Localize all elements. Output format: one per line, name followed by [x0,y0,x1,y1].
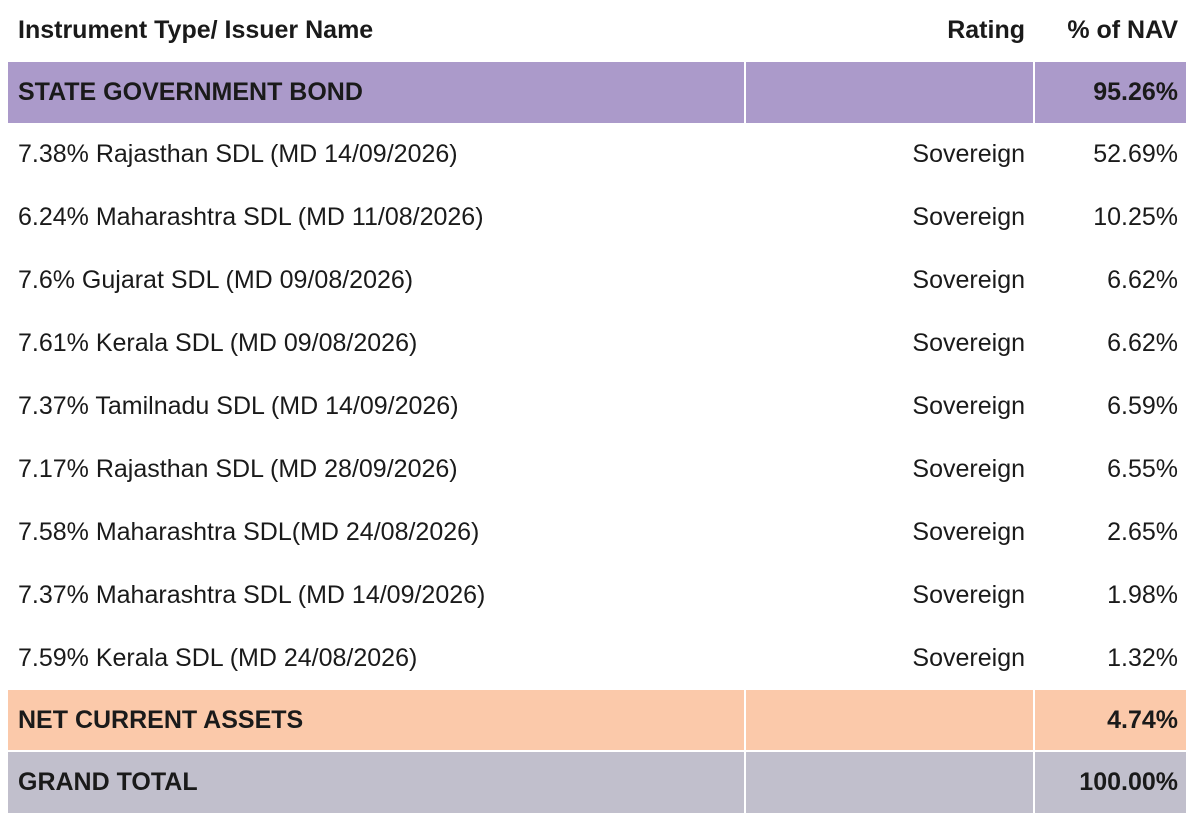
column-header-rating: Rating [947,15,1025,44]
instrument-name-cell: 7.37% Tamilnadu SDL (MD 14/09/2026) [18,392,459,420]
grand-total-nav-cell: 100.00% [1035,752,1186,813]
instrument-name-cell: 7.6% Gujarat SDL (MD 09/08/2026) [18,266,414,294]
table-row: 7.17% Rajasthan SDL (MD 28/09/2026) Sove… [8,438,1186,501]
instrument-name-cell: 7.38% Rajasthan SDL (MD 14/09/2026) [18,140,458,168]
net-current-assets-rating-cell [746,690,1033,750]
table-row: 7.37% Maharashtra SDL (MD 14/09/2026) So… [8,564,1186,627]
table-row: 6.24% Maharashtra SDL (MD 11/08/2026) So… [8,186,1186,249]
rating-cell: Sovereign [912,518,1025,546]
grand-total-rating-cell [746,752,1033,813]
rating-cell: Sovereign [912,455,1025,483]
instrument-name-cell: 7.17% Rajasthan SDL (MD 28/09/2026) [18,455,458,483]
nav-cell: 6.55% [1107,455,1178,483]
net-current-assets-label: NET CURRENT ASSETS [8,690,744,750]
rating-cell: Sovereign [912,644,1025,672]
net-current-assets-nav-cell: 4.74% [1035,690,1186,750]
table-row: 7.37% Tamilnadu SDL (MD 14/09/2026) Sove… [8,375,1186,438]
nav-cell: 10.25% [1093,203,1178,231]
column-header-nav: % of NAV [1067,15,1178,44]
instrument-name-cell: 7.59% Kerala SDL (MD 24/08/2026) [18,644,418,672]
net-current-assets-row: NET CURRENT ASSETS 4.74% [8,690,1186,750]
section-name-cell: STATE GOVERNMENT BOND [8,62,744,123]
section-row-state-government-bond: STATE GOVERNMENT BOND 95.26% [8,62,1186,123]
holdings-table: Instrument Type/ Issuer Name Rating % of… [8,0,1186,813]
rating-cell: Sovereign [912,329,1025,357]
nav-cell: 52.69% [1093,140,1178,168]
nav-cell: 1.98% [1107,581,1178,609]
grand-total-label: GRAND TOTAL [8,752,744,813]
nav-cell: 6.62% [1107,266,1178,294]
instrument-name-cell: 7.37% Maharashtra SDL (MD 14/09/2026) [18,581,486,609]
rating-cell: Sovereign [912,203,1025,231]
section-nav-cell: 95.26% [1035,62,1186,123]
instrument-name-cell: 7.61% Kerala SDL (MD 09/08/2026) [18,329,418,357]
rating-cell: Sovereign [912,392,1025,420]
nav-cell: 6.59% [1107,392,1178,420]
instrument-name-cell: 6.24% Maharashtra SDL (MD 11/08/2026) [18,203,484,231]
nav-cell: 6.62% [1107,329,1178,357]
rating-cell: Sovereign [912,140,1025,168]
table-row: 7.6% Gujarat SDL (MD 09/08/2026) Soverei… [8,249,1186,312]
section-rating-cell [746,62,1033,123]
rating-cell: Sovereign [912,266,1025,294]
instrument-name-cell: 7.58% Maharashtra SDL(MD 24/08/2026) [18,518,480,546]
rating-cell: Sovereign [912,581,1025,609]
nav-cell: 1.32% [1107,644,1178,672]
grand-total-row: GRAND TOTAL 100.00% [8,752,1186,813]
column-header-instrument: Instrument Type/ Issuer Name [18,15,374,44]
table-row: 7.59% Kerala SDL (MD 24/08/2026) Soverei… [8,627,1186,690]
table-header-row: Instrument Type/ Issuer Name Rating % of… [8,0,1186,60]
table-row: 7.58% Maharashtra SDL(MD 24/08/2026) Sov… [8,501,1186,564]
nav-cell: 2.65% [1107,518,1178,546]
table-row: 7.38% Rajasthan SDL (MD 14/09/2026) Sove… [8,123,1186,186]
table-row: 7.61% Kerala SDL (MD 09/08/2026) Soverei… [8,312,1186,375]
